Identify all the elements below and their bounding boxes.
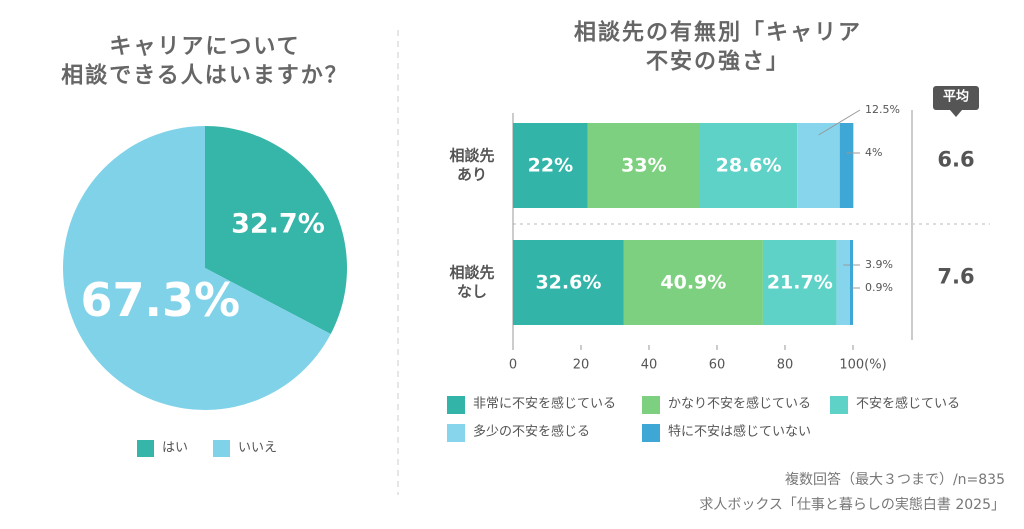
value-label: 3.9%: [865, 257, 893, 271]
x-tick-label: 20: [572, 357, 590, 373]
bar-segment: [849, 240, 853, 325]
bar-segment: [797, 123, 840, 208]
average-badge-pointer: [950, 110, 962, 117]
legend-label: 多少の不安を感じる: [473, 424, 591, 440]
legend-swatch: [642, 396, 660, 414]
x-tick-label: 80: [776, 357, 794, 373]
legend-swatch: [830, 396, 848, 414]
bar-segment: [836, 240, 850, 325]
average-label: 平均: [942, 89, 970, 105]
pie-slice: [63, 126, 331, 410]
legend-swatch: [213, 440, 230, 457]
value-label: 0.9%: [865, 280, 893, 294]
footer-note: 複数回答（最大３つまで）/n=835: [784, 471, 1005, 488]
legend-label: 不安を感じている: [856, 396, 961, 412]
value-label: 33%: [621, 154, 667, 177]
legend-swatch: [447, 396, 465, 414]
x-tick-label: 0: [508, 357, 518, 373]
legend-label: 特に不安は感じていない: [668, 424, 812, 440]
category-label: 相談先 なし: [449, 263, 495, 301]
value-label: 21.7%: [766, 271, 833, 294]
legend-label: 非常に不安を感じている: [473, 396, 617, 412]
chart-title: キャリアについて 相談できる人はいますか？: [61, 34, 349, 88]
leader-line: [818, 109, 861, 136]
x-tick-label: 40: [640, 357, 658, 373]
value-label: 4%: [865, 145, 883, 159]
pie-slice: [205, 126, 347, 335]
bar-segment: [587, 123, 700, 208]
bar-segment: [762, 240, 837, 325]
footer-note: 求人ボックス「仕事と暮らしの実態白書 2025」: [699, 496, 1005, 513]
chart-title: 相談先の有無別「キャリア不安の強さ」: [573, 20, 862, 74]
value-label: 28.6%: [715, 154, 782, 177]
legend-swatch: [137, 440, 154, 457]
bar-segment: [513, 123, 588, 208]
legend-label: はい: [162, 440, 189, 456]
value-label: 12.5%: [865, 102, 900, 116]
bar-segment: [513, 240, 624, 325]
bar-segment: [839, 123, 854, 208]
value-label: 22%: [527, 154, 574, 177]
average-value: 7.6: [937, 263, 975, 288]
value-label: 32.6%: [535, 271, 602, 294]
average-value: 6.6: [937, 146, 975, 171]
x-tick-label: 100(%): [839, 357, 887, 373]
bar-segment: [623, 240, 763, 325]
x-tick-label: 60: [708, 357, 726, 373]
average-badge: [933, 86, 979, 110]
value-label: 40.9%: [660, 271, 727, 294]
bar-segment: [700, 123, 798, 208]
legend-label: かなり不安を感じている: [668, 396, 812, 412]
slice-label: 32.7%: [231, 208, 325, 240]
legend-swatch: [447, 424, 465, 442]
slice-label: 67.3%: [80, 273, 241, 328]
category-label: 相談先 あり: [449, 146, 495, 184]
legend-label: いいえ: [238, 440, 278, 456]
legend-swatch: [642, 424, 660, 442]
